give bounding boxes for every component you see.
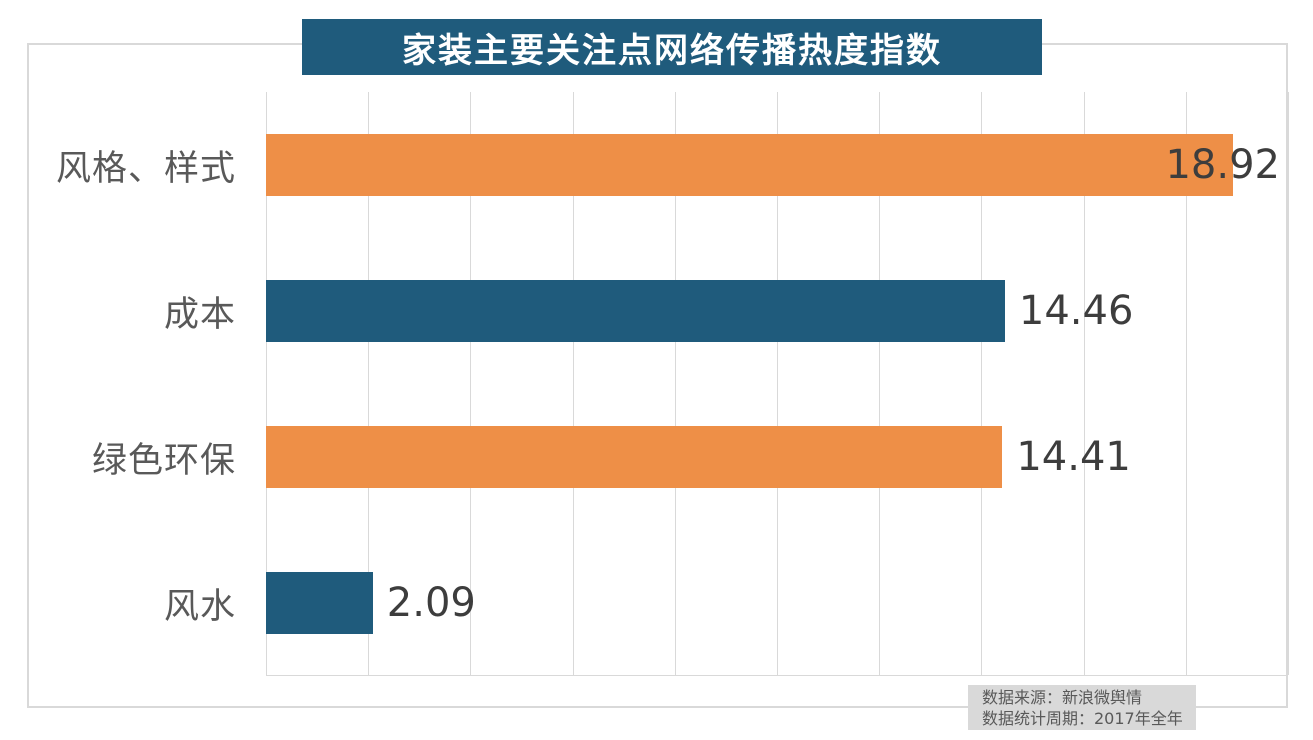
bar: [266, 426, 1003, 488]
value-label: 14.41: [1016, 434, 1131, 480]
gridline: [470, 92, 472, 675]
category-label: 绿色环保: [91, 440, 236, 481]
bar: [266, 134, 1233, 196]
gridline: [1185, 92, 1187, 675]
value-label: 14.46: [1018, 288, 1134, 334]
data-period-line: 数据统计周期：2017年全年: [982, 709, 1183, 728]
gridline: [879, 92, 881, 675]
chart-title: 家装主要关注点网络传播热度指数: [402, 30, 942, 71]
gridline: [368, 92, 370, 675]
chart-title-box: 家装主要关注点网络传播热度指数: [302, 19, 1042, 75]
bar: [266, 572, 373, 634]
value-label: 18.92: [1165, 142, 1280, 188]
plot-area: 18.92 14.46 14.41 2.09: [266, 92, 1289, 676]
category-label: 风格、样式: [55, 148, 236, 189]
category-axis: 风格、样式成本绿色环保风水: [0, 92, 236, 676]
gridline: [777, 92, 778, 675]
gridline: [266, 92, 267, 675]
gridline: [1288, 92, 1289, 675]
data-source-note: 数据来源：新浪微舆情 数据统计周期：2017年全年: [968, 685, 1196, 730]
category-label: 风水: [163, 586, 236, 627]
data-source-line: 数据来源：新浪微舆情: [982, 688, 1143, 707]
value-label: 2.09: [386, 580, 476, 626]
gridline: [1083, 92, 1085, 675]
category-label: 成本: [163, 294, 236, 335]
gridline: [674, 92, 676, 675]
gridline: [572, 92, 574, 675]
gridline: [981, 92, 983, 675]
bar: [266, 280, 1005, 342]
